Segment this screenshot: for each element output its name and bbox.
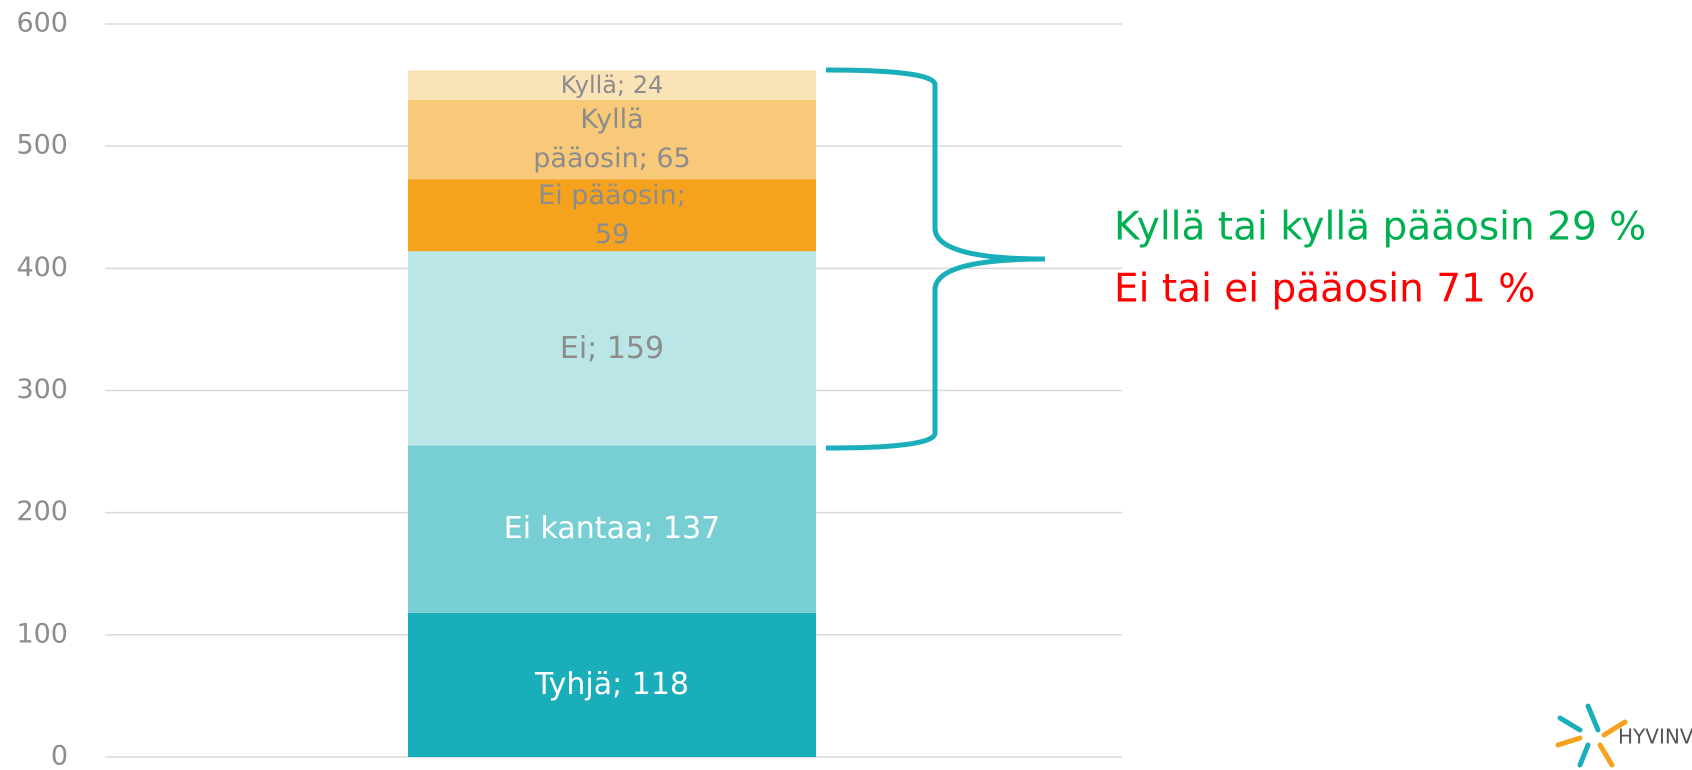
data-label-box: Ei; 159 bbox=[559, 330, 665, 366]
brace bbox=[825, 67, 1046, 451]
y-tick-label: 100 bbox=[16, 618, 68, 649]
data-label: Kyllä; 24 bbox=[560, 70, 664, 99]
data-label-box: Ei kantaa; 137 bbox=[503, 511, 721, 547]
y-tick-label: 200 bbox=[16, 496, 68, 527]
data-label-box: Ei pääosin; 59 bbox=[538, 180, 686, 251]
logo-icon bbox=[1555, 703, 1628, 768]
data-label-box: Kyllä pääosin; 65 bbox=[533, 104, 691, 175]
bar-segment bbox=[408, 445, 816, 613]
bar-segment bbox=[408, 612, 816, 757]
bar-segment bbox=[408, 251, 816, 446]
y-tick-label: 0 bbox=[51, 741, 68, 770]
bar-segment bbox=[408, 99, 816, 180]
annotation: Kyllä tai kyllä pääosin 29 % bbox=[1114, 205, 1646, 250]
data-label-box: Tyhjä; 118 bbox=[534, 667, 690, 703]
data-label-box: Kyllä; 24 bbox=[560, 70, 664, 99]
y-tick-label: 500 bbox=[16, 130, 68, 161]
annotation: Ei tai ei pääosin 71 % bbox=[1114, 267, 1535, 312]
bar-segment bbox=[408, 179, 816, 252]
bar-segment bbox=[408, 70, 816, 100]
y-tick-label: 600 bbox=[16, 8, 68, 39]
data-label: Ei pääosin; 59 bbox=[538, 180, 686, 251]
y-tick-label: 400 bbox=[16, 252, 68, 283]
y-tick-label: 300 bbox=[16, 374, 68, 405]
data-label: Ei; 159 bbox=[559, 330, 665, 366]
logo-text: HYVINV bbox=[1618, 725, 1692, 749]
data-label: Tyhjä; 118 bbox=[534, 667, 690, 703]
data-label: Ei kantaa; 137 bbox=[503, 511, 721, 547]
data-label: Kyllä pääosin; 65 bbox=[533, 104, 691, 175]
plot: 0 100 200 300 400 500 600 Tyhjä; 118 Ei kantaa; … bbox=[16, 8, 1646, 770]
